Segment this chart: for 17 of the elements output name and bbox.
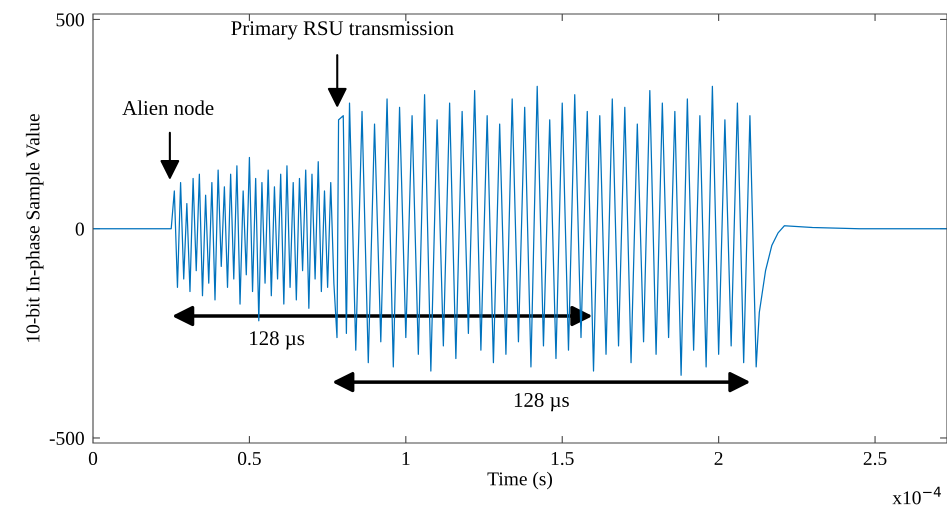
y-axis-title: 10-bit In-phase Sample Value xyxy=(26,114,44,342)
x-tick-label: 1 xyxy=(402,452,410,465)
text: x10$^{−4}$ xyxy=(892,486,941,504)
line-series xyxy=(93,86,947,376)
y-tick-label: -500 xyxy=(50,432,84,445)
annotation: 128 µs xyxy=(250,331,304,350)
y-tick-label: 0 xyxy=(76,222,84,236)
x-tick-label: 2 xyxy=(714,452,722,465)
annotation: Alien node xyxy=(122,100,214,116)
x-tick-label: 0 xyxy=(88,452,98,466)
annotation: Primary RSU transmission xyxy=(231,21,454,40)
x-tick-label: 2.5 xyxy=(864,452,886,466)
x-tick-label: 1.5 xyxy=(552,452,574,466)
annotation: 128 µs xyxy=(514,392,569,412)
y-tick-label: 500 xyxy=(56,13,84,26)
x-tick-label: 0.5 xyxy=(238,452,261,466)
x-axis-title: Time (s) xyxy=(487,472,552,490)
